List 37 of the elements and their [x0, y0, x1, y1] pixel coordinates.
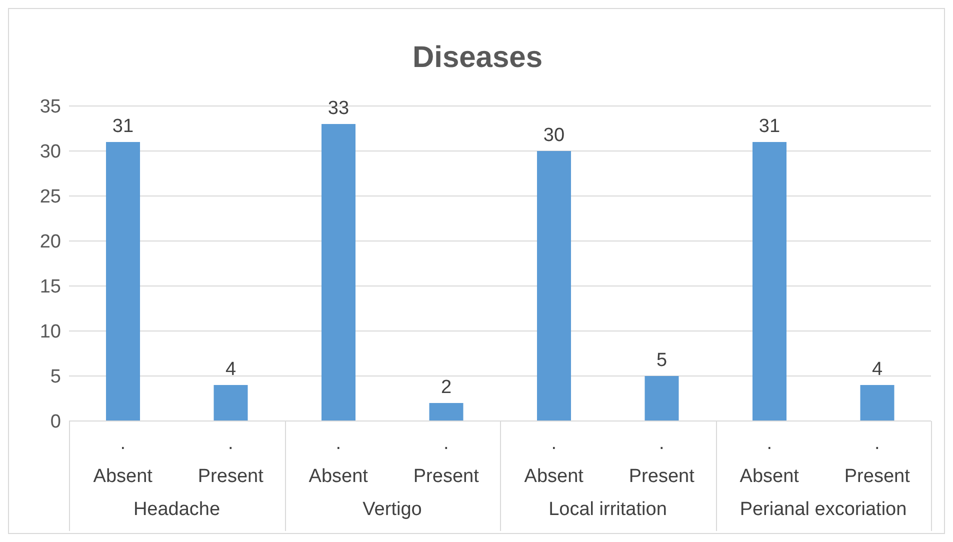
data-label: 2: [440, 377, 452, 398]
bar: [106, 142, 140, 421]
data-label: 4: [225, 359, 236, 380]
text: Vertigo: [362, 499, 423, 521]
data-label: 33: [328, 98, 350, 119]
bar: [752, 142, 786, 421]
y-tick-label: 25: [40, 186, 61, 208]
x-tick-label: . Present: [413, 433, 480, 487]
text: Headache: [132, 499, 222, 521]
y-tick-label: 30: [40, 142, 61, 163]
data-label: 31: [758, 116, 780, 137]
data-label: 4: [872, 359, 883, 380]
x-tick-label: . Absent: [524, 433, 584, 487]
bar: [644, 376, 679, 421]
y-tick-label: 5: [50, 366, 61, 388]
y-tick-label: 10: [40, 322, 61, 343]
x-tick-label: . Present: [844, 433, 911, 487]
bar: [429, 403, 464, 421]
bar: [214, 385, 248, 421]
y-tick-label: 20: [40, 232, 61, 253]
y-tick-label: 0: [50, 412, 61, 433]
bar: [860, 385, 894, 421]
data-label: 31: [112, 116, 134, 137]
data-label: 30: [543, 125, 565, 146]
x-tick-label: . Present: [198, 433, 264, 487]
x-tick-label: . Present: [628, 433, 696, 487]
bar: [537, 151, 571, 421]
x-tick-label: . Absent: [308, 433, 369, 487]
bar: [322, 124, 356, 421]
y-tick-label: 35: [40, 96, 61, 118]
x-tick-label: . Absent: [93, 433, 154, 487]
x-tick-label: . Absent: [740, 433, 800, 487]
y-tick-label: 15: [40, 276, 61, 298]
data-label: 5: [656, 350, 668, 371]
text: Perianal excoriation: [738, 499, 908, 521]
text: Local irritation: [548, 499, 668, 521]
chart-title: Diseases: [411, 41, 544, 75]
